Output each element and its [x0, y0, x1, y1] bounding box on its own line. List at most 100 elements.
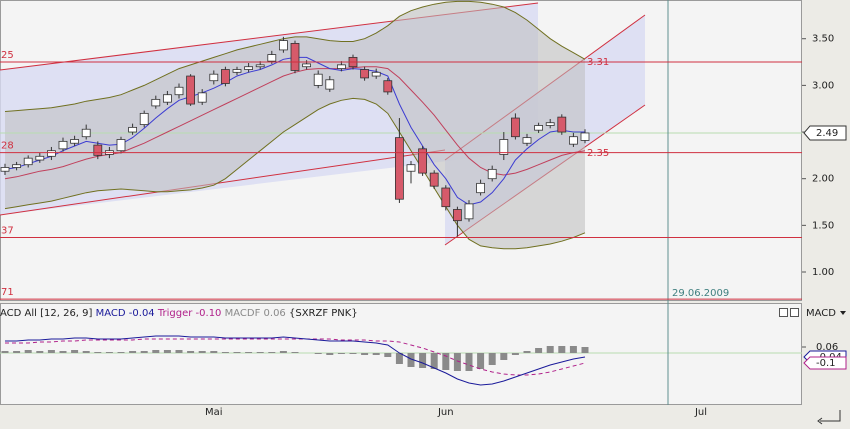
candle-body: [58, 140, 68, 150]
x-tick-label: Mai: [205, 407, 223, 418]
level-label: 25: [1, 50, 14, 61]
histogram-bar: [361, 353, 369, 355]
annotation: 2.35: [587, 148, 609, 159]
histogram-bar: [523, 351, 531, 353]
candle-body: [70, 139, 79, 144]
candle-body: [151, 98, 161, 107]
panel-maximize[interactable]: [779, 308, 788, 317]
histogram-bar: [430, 353, 438, 369]
candle-body: [255, 64, 265, 68]
y-tick-label: 2.00: [812, 174, 834, 185]
histogram-bar: [326, 353, 334, 355]
histogram-bar: [13, 351, 21, 353]
macd-line: [5, 335, 586, 386]
level-label: 28: [1, 141, 14, 152]
candle-body: [93, 144, 103, 156]
panel-close[interactable]: [790, 308, 799, 317]
candle-body: [220, 69, 230, 84]
y-tick-label: 0.06: [816, 342, 838, 353]
trigger-line: [5, 338, 586, 376]
menu-arrow[interactable]: [840, 311, 846, 315]
legend-title: ACD All [12, 26, 9]: [0, 308, 93, 319]
legend-name: MACD: [96, 308, 126, 319]
candle-body: [313, 73, 323, 86]
legend-value: -0.10: [196, 308, 222, 319]
histogram-bar: [47, 350, 55, 353]
histogram-bar: [395, 353, 403, 364]
candle-body: [197, 92, 207, 103]
candle-body: [383, 80, 393, 93]
corner-icon[interactable]: [817, 410, 841, 425]
legend-name: Trigger: [157, 308, 193, 319]
price-tag-label: 2.49: [816, 128, 838, 139]
histogram-bar: [198, 351, 206, 353]
indicator-menu[interactable]: MACD: [806, 308, 836, 319]
candle-body: [290, 42, 300, 71]
candle-body: [47, 150, 56, 157]
histogram-bar: [210, 351, 218, 353]
candle-body: [12, 164, 22, 168]
level-label: 37: [1, 225, 14, 236]
y-tick-label: 1.50: [812, 220, 834, 231]
candle-body: [418, 148, 428, 174]
candle-body: [487, 168, 497, 180]
candle-body: [267, 54, 277, 62]
y-tick-label: 3.00: [812, 80, 834, 91]
histogram-bar: [477, 353, 485, 369]
histogram-bar: [384, 353, 392, 357]
candle-body: [429, 172, 439, 187]
candle-body: [522, 137, 532, 144]
y-tick-label: 3.50: [812, 34, 834, 45]
candle-body: [278, 40, 288, 51]
candle-body: [174, 86, 184, 96]
candle-body: [209, 73, 219, 82]
candle-body: [452, 209, 462, 222]
candle-body: [499, 139, 509, 155]
legend-value: -0.04: [129, 308, 155, 319]
candle-body: [569, 136, 578, 145]
histogram-bar: [442, 353, 450, 370]
candle-body: [186, 75, 196, 105]
candle-body: [441, 187, 451, 208]
x-tick-label: Jul: [694, 407, 707, 418]
histogram-bar: [221, 352, 229, 353]
cursor-date: 29.06.2009: [672, 288, 729, 299]
histogram-bar: [71, 350, 79, 353]
histogram-bar: [337, 353, 345, 354]
candle-body: [302, 63, 312, 68]
lower-band: [4, 97, 586, 250]
x-tick-label: Jun: [437, 407, 454, 418]
histogram-bar: [314, 353, 322, 354]
candle-body: [510, 117, 520, 138]
candle-body: [464, 203, 474, 220]
y-tick-label: -0.1: [816, 358, 836, 369]
histogram-bar: [279, 351, 287, 353]
histogram-bar: [453, 353, 461, 371]
candle-body: [394, 137, 404, 200]
candle-body: [580, 132, 590, 141]
histogram-bar: [419, 353, 427, 368]
candle-body: [371, 71, 381, 77]
price-tag: [803, 125, 847, 141]
candle-body: [336, 64, 346, 69]
candle-body: [0, 167, 10, 172]
candle-body: [534, 125, 543, 131]
histogram-bar: [581, 347, 589, 353]
candle-body: [545, 122, 555, 126]
candle-body: [35, 155, 45, 161]
candle-body: [116, 139, 126, 152]
candle-body: [406, 164, 416, 172]
histogram-bar: [500, 353, 508, 360]
candle-body: [139, 112, 149, 125]
candle-body: [232, 69, 242, 73]
histogram-bar: [94, 352, 102, 353]
histogram-bar: [82, 351, 90, 353]
histogram-bar: [407, 353, 415, 367]
candle-body: [244, 66, 254, 70]
histogram-bar: [268, 352, 276, 353]
level-label: 71: [1, 287, 14, 298]
histogram-bar: [256, 352, 264, 353]
candle-body: [81, 128, 91, 138]
histogram-bar: [558, 346, 566, 353]
